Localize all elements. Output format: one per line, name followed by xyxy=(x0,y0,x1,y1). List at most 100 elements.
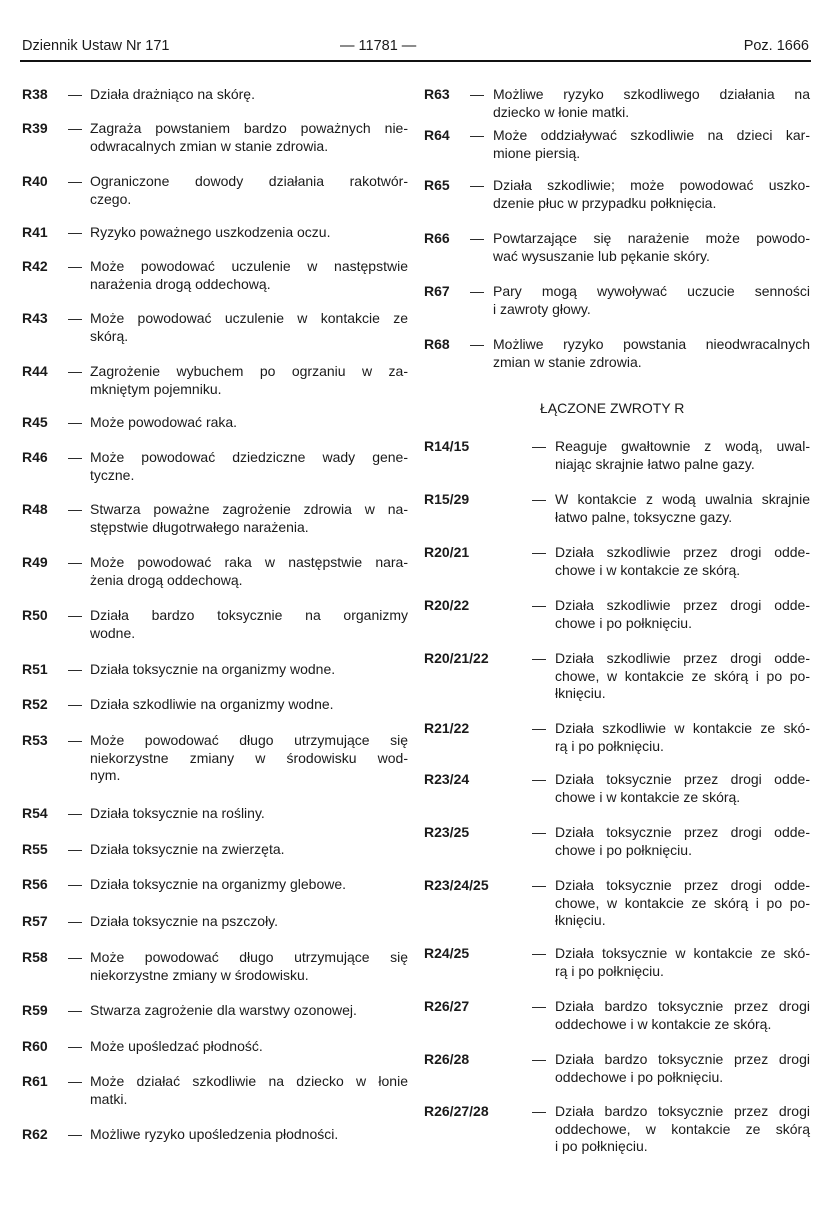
r-phrase-code: R60 xyxy=(22,1038,48,1054)
text-line: żenia drogą oddechową. xyxy=(90,571,243,588)
r-phrase-code: R39 xyxy=(22,120,48,136)
dash-separator: — xyxy=(470,127,484,143)
journal-title: Dziennik Ustaw Nr 171 xyxy=(22,38,170,54)
dash-separator: — xyxy=(68,449,82,465)
dash-separator: — xyxy=(532,824,546,840)
text-line: nym. xyxy=(90,767,121,783)
text-line: Działa toksycznie przez drogi odde- xyxy=(555,824,810,840)
dash-separator: — xyxy=(68,1073,82,1089)
r-phrase-text: Działa toksycznie na organizmy wodne. xyxy=(90,661,408,679)
r-phrase-code: R46 xyxy=(22,449,48,465)
r-phrase-code: R23/24/25 xyxy=(424,877,489,893)
text-line: W kontakcie z wodą uwalnia skrajnie xyxy=(555,491,810,507)
dash-separator: — xyxy=(68,86,82,102)
text-line: oddechowe i w kontakcie ze skórą. xyxy=(555,1015,772,1032)
dash-separator: — xyxy=(532,945,546,961)
text-line: Może powodować uczulenie w następstwie xyxy=(90,258,408,274)
text-line: Reaguje gwałtownie z wodą, uwal- xyxy=(555,438,810,454)
r-phrase-text: Działa toksycznie przez drogi odde-chowe… xyxy=(555,877,810,930)
text-line: Możliwe ryzyko upośledzenia płodności. xyxy=(90,1126,339,1142)
r-phrase-text: Może powodować raka w następstwie nara-ż… xyxy=(90,554,408,589)
r-phrase-code: R14/15 xyxy=(424,438,470,454)
r-phrase-text: Działa toksycznie na rośliny. xyxy=(90,805,408,823)
text-line: Stwarza zagrożenie dla warstwy ozonowej. xyxy=(90,1002,357,1018)
dash-separator: — xyxy=(470,230,484,246)
r-phrase-text: Działa bardzo toksycznie przez drogi odde… xyxy=(555,1051,810,1086)
r-phrase-text: Działa szkodliwie na organizmy wodne. xyxy=(90,696,408,714)
text-line: Działa szkodliwie; może powodować uszko- xyxy=(493,177,810,193)
text-line: Może oddziaływać szkodliwie na dzieci ka… xyxy=(493,127,810,143)
r-phrase-code: R48 xyxy=(22,501,48,517)
dash-separator: — xyxy=(68,949,82,965)
dash-separator: — xyxy=(470,283,484,299)
r-phrase-text: Działa toksycznie w kontakcie ze skó-rą … xyxy=(555,945,810,980)
dash-separator: — xyxy=(470,336,484,352)
r-phrase-code: R58 xyxy=(22,949,48,965)
text-line: dziecko w łonie matki. xyxy=(493,103,630,120)
r-phrase-text: Pary mogą wywoływać uczucie senności i za… xyxy=(493,283,810,318)
r-phrase-code: R62 xyxy=(22,1126,48,1142)
text-line: wać wysuszanie lub pękanie skóry. xyxy=(493,247,710,264)
text-line: Może powodować dziedziczne wady gene- xyxy=(90,449,408,465)
r-phrase-code: R23/24 xyxy=(424,771,470,787)
r-phrase-text: Ograniczone dowody działania rakotwór-cz… xyxy=(90,173,408,208)
r-phrase-text: Może powodować uczulenie w następstwie na… xyxy=(90,258,408,293)
r-phrase-code: R20/21/22 xyxy=(424,650,489,666)
text-line: Działa szkodliwie w kontakcie ze skó- xyxy=(555,720,810,736)
r-phrase-code: R38 xyxy=(22,86,48,102)
text-line: łknięciu. xyxy=(555,912,606,928)
r-phrase-text: Działa szkodliwie w kontakcie ze skó-rą … xyxy=(555,720,810,755)
r-phrase-text: Stwarza zagrożenie dla warstwy ozonowej. xyxy=(90,1002,408,1020)
dash-separator: — xyxy=(68,310,82,326)
r-phrase-code: R40 xyxy=(22,173,48,189)
text-line: czego. xyxy=(90,190,132,207)
dash-separator: — xyxy=(470,86,484,102)
r-phrase-text: Stwarza poważne zagrożenie zdrowia w na-… xyxy=(90,501,408,536)
text-line: Działa toksycznie przez drogi odde- xyxy=(555,877,810,893)
r-phrase-text: Może powodować uczulenie w kontakcie ze s… xyxy=(90,310,408,345)
text-line: stępstwie długotrwałego narażenia. xyxy=(90,518,309,535)
text-line: chowe, w kontakcie ze skórą i po po- xyxy=(555,667,810,684)
r-phrase-text: Powtarzające się narażenie może powodo-w… xyxy=(493,230,810,265)
r-phrase-text: Może powodować długo utrzymujące się niek… xyxy=(90,949,408,984)
r-phrase-code: R20/22 xyxy=(424,597,470,613)
r-phrase-text: Możliwe ryzyko upośledzenia płodności. xyxy=(90,1126,408,1144)
text-line: mione piersią. xyxy=(493,144,581,161)
text-line: Działa toksycznie w kontakcie ze skó- xyxy=(555,945,810,961)
r-phrase-text: Działa toksycznie na zwierzęta. xyxy=(90,841,408,859)
r-phrase-code: R68 xyxy=(424,336,450,352)
dash-separator: — xyxy=(68,696,82,712)
dash-separator: — xyxy=(68,841,82,857)
r-phrase-code: R26/28 xyxy=(424,1051,470,1067)
page-number: — 11781 — xyxy=(340,38,417,54)
r-phrase-text: Działa szkodliwie przez drogi odde-chowe… xyxy=(555,597,810,632)
r-phrase-code: R41 xyxy=(22,224,48,240)
dash-separator: — xyxy=(68,258,82,274)
text-line: matki. xyxy=(90,1090,128,1107)
r-phrase-text: Może powodować raka. xyxy=(90,414,408,432)
r-phrase-text: Działa toksycznie przez drogi odde-chowe… xyxy=(555,771,810,806)
r-phrase-text: W kontakcie z wodą uwalnia skrajnie łatwo… xyxy=(555,491,810,526)
text-line: chowe i w kontakcie ze skórą. xyxy=(555,561,741,578)
r-phrase-text: Ryzyko poważnego uszkodzenia oczu. xyxy=(90,224,408,242)
dash-separator: — xyxy=(532,771,546,787)
r-phrase-code: R55 xyxy=(22,841,48,857)
dash-separator: — xyxy=(532,720,546,736)
text-line: i zawroty głowy. xyxy=(493,300,591,317)
dash-separator: — xyxy=(68,554,82,570)
dash-separator: — xyxy=(532,1103,546,1119)
text-line: skórą. xyxy=(90,327,129,344)
r-phrase-code: R67 xyxy=(424,283,450,299)
text-line: Działa szkodliwie przez drogi odde- xyxy=(555,597,810,613)
dash-separator: — xyxy=(532,438,546,454)
dash-separator: — xyxy=(68,224,82,240)
dash-separator: — xyxy=(532,877,546,893)
r-phrase-text: Może oddziaływać szkodliwie na dzieci ka… xyxy=(493,127,810,162)
text-line: Działa toksycznie na zwierzęta. xyxy=(90,841,285,857)
r-phrase-text: Może działać szkodliwie na dziecko w łon… xyxy=(90,1073,408,1108)
dash-separator: — xyxy=(532,998,546,1014)
text-line: łknięciu. xyxy=(555,685,606,701)
text-line: Działa bardzo toksycznie przez drogi xyxy=(555,1103,810,1119)
dash-separator: — xyxy=(68,661,82,677)
text-line: Zagrożenie wybuchem po ogrzaniu w za- xyxy=(90,363,408,379)
